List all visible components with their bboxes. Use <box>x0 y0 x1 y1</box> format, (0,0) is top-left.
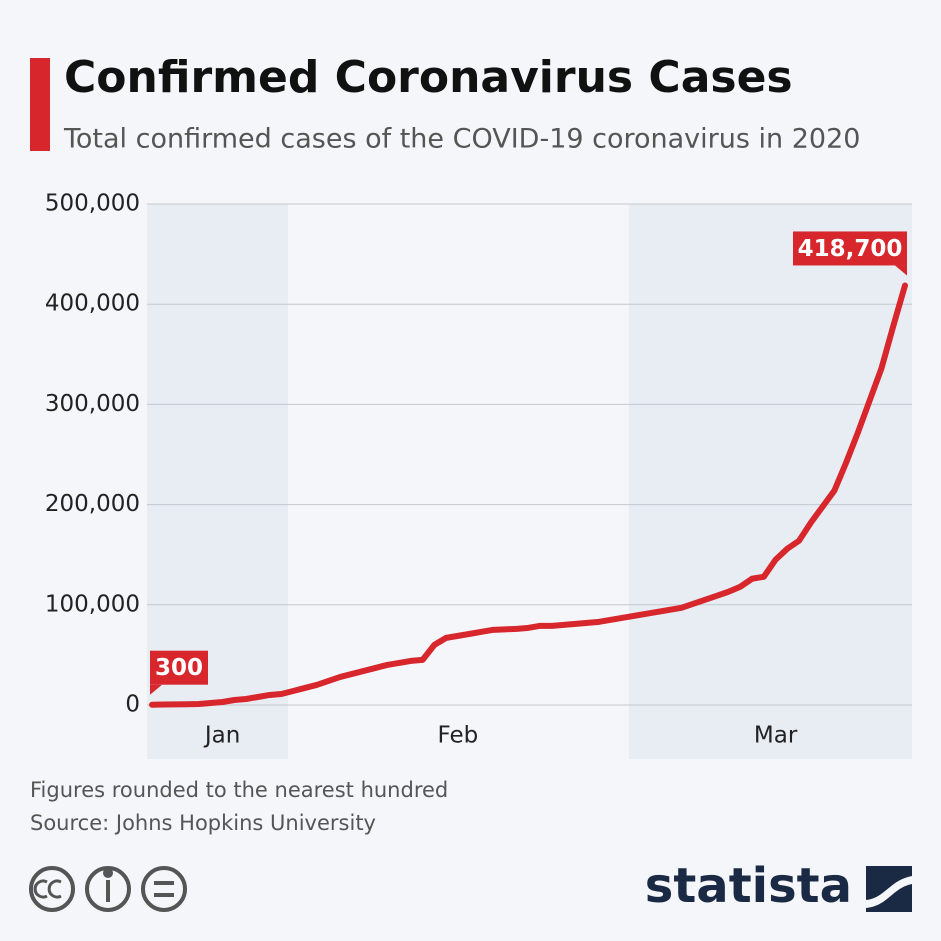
line <box>149 282 908 708</box>
chart-subtitle: Total confirmed cases of the COVID-19 co… <box>63 124 860 155</box>
x-tick-label: Mar <box>754 723 798 749</box>
x-tick-label: Feb <box>438 723 479 749</box>
y-tick-label: 500,000 <box>45 191 140 217</box>
label-box <box>150 650 208 685</box>
label-pointer <box>150 684 162 695</box>
note: Figures rounded to the nearest hundred <box>30 778 448 802</box>
brand: statista <box>645 858 852 914</box>
title-accent <box>30 58 50 151</box>
data-label: 300 <box>155 655 203 681</box>
plot-area: 0 100,000 200,000 300,000 400,000 500,000 Jan F… <box>45 191 912 759</box>
y-tick-label: 200,000 <box>45 491 140 517</box>
chart-title: Confirmed Coronavirus Cases <box>64 52 793 103</box>
label-pointer <box>895 265 907 276</box>
data-label: 418,700 <box>798 236 903 262</box>
y-tick-label: 300,000 <box>45 391 140 417</box>
brand-logo <box>866 866 912 912</box>
y-tick-label: 100,000 <box>45 591 140 617</box>
source: Source: Johns Hopkins University <box>30 811 376 835</box>
month-band <box>629 204 912 759</box>
y-tick-label: 0 <box>125 692 140 718</box>
y-tick-label: 400,000 <box>45 291 140 317</box>
label-box <box>793 231 907 266</box>
license-icons <box>29 866 187 912</box>
x-tick-label: Jan <box>203 723 240 749</box>
